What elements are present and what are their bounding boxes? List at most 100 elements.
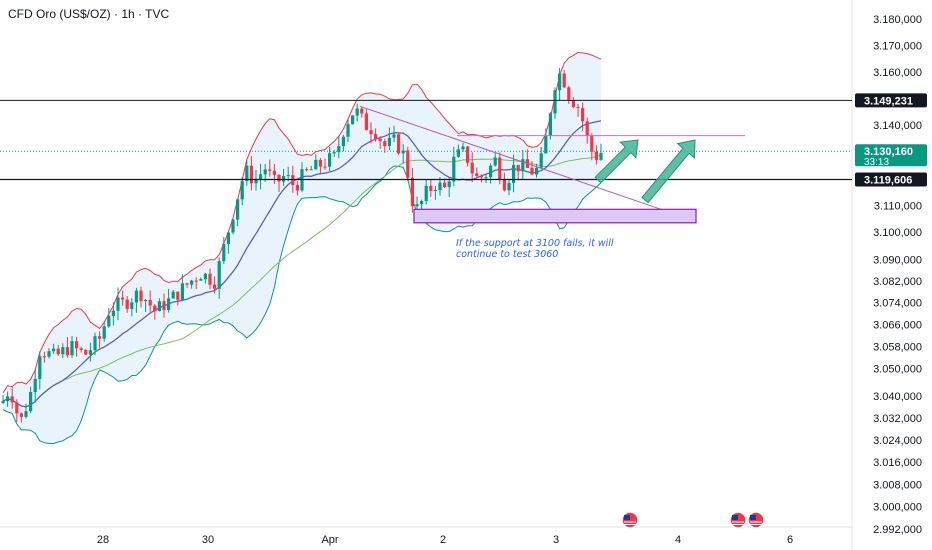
candle-body: [479, 176, 483, 178]
candle-body: [75, 341, 79, 349]
candle-body: [433, 190, 437, 192]
candle-body: [56, 348, 60, 355]
candle-body: [70, 341, 74, 356]
candle-body: [144, 299, 148, 302]
candle-body: [249, 165, 253, 184]
candle-body: [502, 179, 506, 191]
candle-body: [341, 136, 345, 147]
candle-body: [24, 411, 28, 417]
candle-body: [328, 153, 332, 167]
us-flag-icon[interactable]: [729, 511, 747, 529]
candle-body: [507, 182, 511, 191]
candle-body: [456, 149, 460, 157]
support-price-badge-label: 3.119,606: [864, 174, 912, 186]
y-tick-label: 3.016,000: [873, 457, 922, 469]
candle-body: [364, 113, 368, 131]
countdown-label: 33:13: [864, 157, 889, 168]
descending-trendline[interactable]: [359, 105, 666, 212]
candle-body: [470, 162, 474, 174]
candle-body: [318, 159, 322, 167]
candle-body: [42, 356, 46, 358]
us-flag-icon[interactable]: [747, 511, 765, 529]
bollinger-lower-line: [2, 165, 602, 444]
candle-body: [571, 100, 575, 108]
candle-body: [79, 348, 83, 351]
y-tick-label: 3.160,000: [873, 67, 922, 79]
candle-body: [93, 336, 97, 351]
candle-body: [102, 326, 106, 339]
analysis-note: If the support at 3100 fails, it will co…: [456, 238, 614, 260]
candle-body: [217, 261, 221, 289]
candle-body: [121, 297, 125, 300]
x-tick-label: 4: [675, 534, 681, 546]
bullish-arrow-short[interactable]: [594, 139, 639, 184]
candle-body: [236, 199, 240, 220]
y-tick-label: 3.090,000: [873, 254, 922, 266]
y-tick-label: 3.040,000: [873, 391, 922, 403]
candle-body: [194, 280, 198, 282]
candle-body: [185, 283, 189, 285]
x-tick-label: 3: [553, 534, 559, 546]
candle-body: [180, 283, 184, 300]
candle-body: [452, 156, 456, 182]
candle-body: [263, 169, 267, 175]
y-tick-label: 3.066,000: [873, 320, 922, 332]
x-tick-label: 2: [440, 534, 446, 546]
candle-body: [309, 169, 313, 171]
candle-body: [512, 164, 516, 183]
bullish-arrow-long[interactable]: [641, 139, 696, 204]
y-tick-label: 3.170,000: [873, 40, 922, 52]
candle-body: [213, 284, 217, 289]
candle-body: [130, 302, 134, 309]
candle-body: [203, 273, 207, 280]
candle-body: [139, 290, 143, 302]
candle-body: [516, 164, 520, 172]
candle-body: [387, 137, 391, 147]
y-tick-label: 3.140,000: [873, 120, 922, 132]
candle-body: [544, 135, 548, 154]
candle-body: [383, 141, 387, 147]
candle-body: [282, 175, 286, 182]
x-tick-label: 6: [787, 534, 793, 546]
candle-body: [535, 167, 539, 175]
candle-body: [222, 244, 226, 262]
candle-body: [594, 151, 598, 160]
candle-body: [581, 108, 585, 122]
candle-body: [19, 413, 23, 417]
us-flag-icon[interactable]: [621, 511, 639, 529]
candle-body: [1, 401, 5, 403]
candle-body: [406, 150, 410, 178]
candle-body: [424, 185, 428, 201]
candle-body: [410, 177, 414, 207]
candle-body: [530, 167, 534, 175]
support-zone-box[interactable]: [413, 208, 697, 224]
candle-body: [484, 177, 488, 179]
candle-body: [107, 316, 111, 327]
candle-body: [475, 173, 479, 177]
candle-body: [392, 134, 396, 138]
candle-body: [33, 378, 37, 392]
candle-body: [199, 279, 203, 281]
candle-body: [259, 174, 263, 180]
candle-body: [346, 124, 350, 137]
candle-body: [65, 347, 69, 356]
y-tick-label: 3.024,000: [873, 435, 922, 447]
candle-body: [493, 157, 497, 166]
candle-body: [466, 146, 470, 163]
candle-body: [171, 291, 175, 299]
y-tick-label: 3.180,000: [873, 14, 922, 26]
candle-body: [401, 150, 405, 154]
candle-body: [415, 204, 419, 207]
candle-body: [167, 298, 171, 311]
current-price-badge-label: 3.130,160: [864, 146, 913, 158]
candle-body: [295, 185, 299, 191]
candle-body: [47, 351, 51, 357]
candle-body: [548, 113, 552, 136]
candle-body: [443, 182, 447, 188]
candle-body: [360, 108, 364, 114]
candle-body: [148, 299, 152, 306]
y-tick-label: 3.074,000: [873, 298, 922, 310]
candle-body: [397, 134, 401, 154]
candle-body: [369, 130, 373, 135]
